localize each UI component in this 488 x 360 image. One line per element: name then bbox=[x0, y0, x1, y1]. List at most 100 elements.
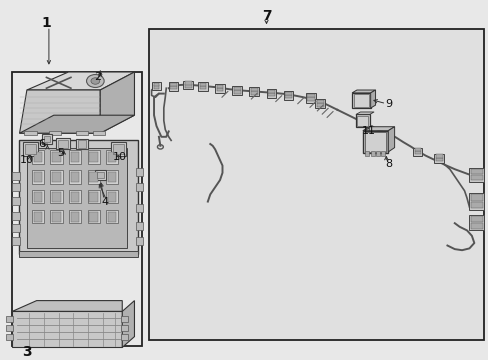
Bar bbox=[184, 81, 191, 85]
Bar bbox=[78, 140, 86, 148]
Bar bbox=[87, 210, 100, 223]
Bar bbox=[168, 82, 178, 91]
Bar bbox=[305, 93, 316, 103]
Bar bbox=[435, 154, 442, 158]
Bar bbox=[233, 87, 240, 90]
Bar bbox=[170, 86, 177, 89]
Bar bbox=[89, 192, 98, 202]
Bar bbox=[233, 90, 240, 94]
Bar bbox=[49, 131, 61, 135]
Bar bbox=[71, 212, 79, 222]
Bar bbox=[149, 29, 483, 340]
Bar bbox=[52, 152, 61, 162]
Text: 3: 3 bbox=[22, 345, 32, 359]
Circle shape bbox=[86, 75, 104, 87]
Bar bbox=[106, 170, 118, 184]
Bar bbox=[285, 92, 291, 95]
Bar bbox=[316, 103, 323, 107]
Bar bbox=[199, 83, 206, 86]
Bar bbox=[266, 89, 276, 98]
Bar bbox=[52, 212, 61, 222]
Bar bbox=[153, 85, 159, 89]
Bar bbox=[108, 172, 116, 182]
Bar bbox=[184, 84, 191, 88]
Bar bbox=[216, 88, 223, 91]
Bar bbox=[12, 224, 20, 232]
Bar bbox=[108, 152, 116, 162]
Bar bbox=[34, 152, 42, 162]
Bar bbox=[468, 168, 483, 182]
Polygon shape bbox=[20, 115, 134, 133]
Bar bbox=[43, 136, 50, 142]
Bar bbox=[357, 116, 367, 126]
Text: 6: 6 bbox=[38, 139, 45, 149]
Bar bbox=[121, 316, 128, 322]
Bar bbox=[306, 94, 314, 98]
Bar bbox=[470, 216, 482, 222]
Bar bbox=[106, 190, 118, 203]
Polygon shape bbox=[100, 72, 134, 133]
Bar bbox=[89, 212, 98, 222]
Bar bbox=[250, 91, 257, 95]
Polygon shape bbox=[12, 301, 122, 311]
Bar bbox=[12, 172, 20, 180]
Bar bbox=[89, 172, 98, 182]
Bar bbox=[468, 215, 483, 230]
Bar bbox=[468, 193, 483, 210]
Bar bbox=[215, 84, 224, 93]
Bar bbox=[71, 192, 79, 202]
Bar bbox=[23, 142, 38, 156]
Bar bbox=[41, 134, 52, 144]
Bar bbox=[12, 212, 20, 220]
Bar bbox=[19, 140, 138, 254]
Bar bbox=[136, 204, 143, 212]
Bar bbox=[87, 190, 100, 203]
Polygon shape bbox=[351, 90, 375, 93]
Bar bbox=[470, 202, 482, 208]
Circle shape bbox=[91, 78, 100, 84]
Bar bbox=[106, 210, 118, 223]
Bar bbox=[87, 150, 100, 164]
Bar bbox=[113, 144, 124, 154]
Bar bbox=[470, 175, 482, 180]
Text: 10: 10 bbox=[20, 155, 34, 165]
Bar bbox=[315, 99, 325, 108]
Bar bbox=[27, 148, 127, 248]
Bar bbox=[170, 83, 177, 86]
Bar bbox=[375, 151, 379, 156]
Text: 11: 11 bbox=[362, 126, 375, 136]
Bar bbox=[198, 82, 207, 91]
Bar bbox=[97, 172, 104, 178]
Bar bbox=[232, 86, 242, 95]
Bar bbox=[370, 151, 374, 156]
Bar bbox=[50, 170, 62, 184]
Bar bbox=[12, 72, 142, 346]
Bar bbox=[152, 82, 161, 90]
Bar bbox=[52, 172, 61, 182]
Bar bbox=[19, 251, 138, 257]
Bar bbox=[121, 325, 128, 331]
Polygon shape bbox=[20, 90, 100, 133]
Bar bbox=[95, 170, 106, 180]
Bar bbox=[24, 131, 37, 135]
Bar bbox=[32, 170, 44, 184]
Bar bbox=[381, 151, 385, 156]
Bar bbox=[285, 95, 291, 98]
Polygon shape bbox=[387, 127, 394, 152]
Bar bbox=[414, 151, 420, 154]
Bar bbox=[136, 168, 143, 176]
Bar bbox=[58, 140, 68, 148]
Bar bbox=[111, 142, 126, 156]
Bar bbox=[121, 334, 128, 340]
Bar bbox=[34, 172, 42, 182]
Bar bbox=[316, 100, 323, 103]
Text: 9: 9 bbox=[385, 99, 391, 109]
Polygon shape bbox=[27, 72, 134, 90]
Bar bbox=[76, 139, 88, 149]
Bar bbox=[69, 190, 81, 203]
Text: 8: 8 bbox=[385, 159, 391, 169]
Bar bbox=[108, 192, 116, 202]
Bar bbox=[52, 192, 61, 202]
Bar bbox=[267, 90, 274, 93]
Bar bbox=[470, 223, 482, 229]
